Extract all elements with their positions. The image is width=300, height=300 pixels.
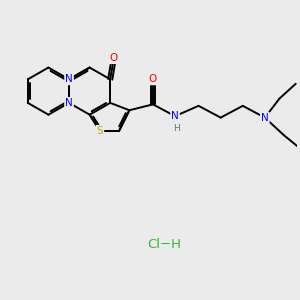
Text: O: O xyxy=(110,53,118,63)
Text: N: N xyxy=(65,74,73,84)
Text: O: O xyxy=(149,74,157,84)
Text: Cl−H: Cl−H xyxy=(148,238,182,251)
Text: H: H xyxy=(173,124,180,133)
Text: S: S xyxy=(97,126,103,136)
Text: N: N xyxy=(261,112,269,123)
Text: N: N xyxy=(171,111,179,121)
Text: N: N xyxy=(65,98,73,108)
